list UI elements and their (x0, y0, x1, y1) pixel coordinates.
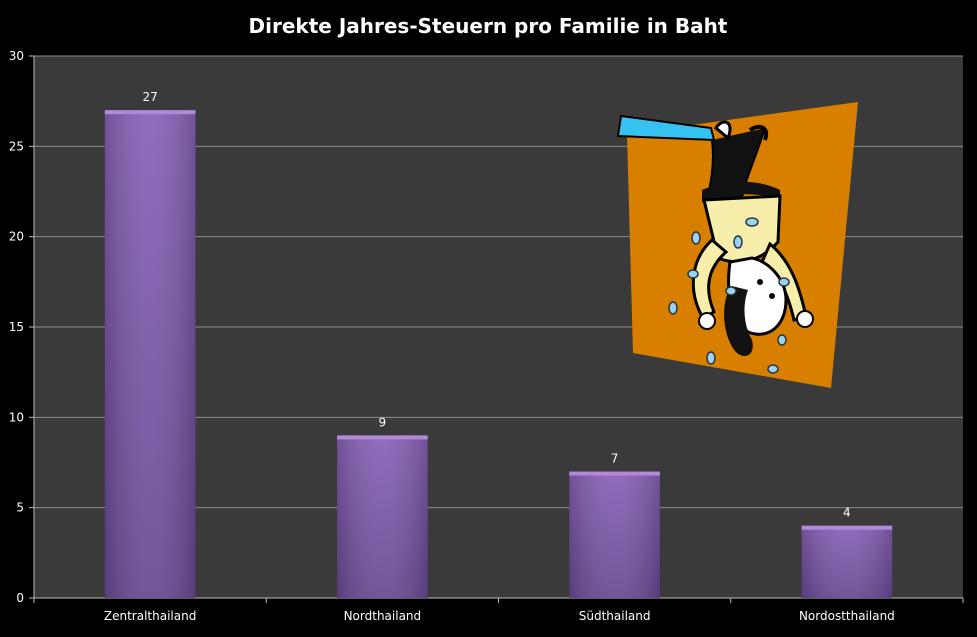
illustration-eye (769, 293, 775, 299)
upside-down-person-losing-coins-icon (616, 102, 858, 388)
bar-shading (104, 110, 196, 598)
bars (104, 110, 893, 598)
x-axis-tick-labels: Zentralthailand Nordthailand Südthailand No… (104, 609, 895, 623)
illustration-belt (702, 181, 780, 202)
coin-icon (691, 231, 701, 245)
y-tick-label: 20 (9, 230, 24, 244)
y-tick-label: 0 (16, 591, 24, 605)
bar-top-cap (104, 110, 196, 115)
x-tick-label: Zentralthailand (104, 609, 196, 623)
chart-title: Direkte Jahres-Steuern pro Familie in Ba… (249, 14, 728, 38)
y-tick-label: 15 (9, 320, 24, 334)
coin-icon (777, 334, 787, 346)
illustration-left-hand (698, 312, 716, 330)
coin-icon (745, 217, 759, 227)
coin-icon (706, 351, 716, 365)
bar-shading (569, 471, 660, 598)
bar-top-cap (801, 525, 893, 530)
x-tick-label: Nordostthailand (799, 609, 895, 623)
coin-icon (687, 269, 699, 279)
coin-icon (725, 286, 737, 296)
y-tick-label: 5 (16, 501, 24, 515)
illustration-hand (714, 120, 732, 141)
coin-icon (668, 301, 678, 315)
bar-top-cap (569, 471, 660, 476)
data-label: 7 (611, 452, 619, 466)
illustration-eye (757, 279, 763, 285)
y-tick-label: 30 (9, 49, 24, 63)
x-tick-label: Nordthailand (344, 609, 422, 623)
illustration-right-hand (796, 310, 814, 328)
coin-icon (767, 364, 779, 374)
data-label: 27 (142, 90, 157, 104)
falling-coins (668, 217, 790, 374)
illustration-foot (748, 124, 769, 141)
bar-shading (801, 525, 893, 598)
data-labels: 27 9 7 4 (142, 90, 850, 520)
coin-icon (778, 277, 790, 287)
coin-icon (733, 235, 743, 249)
y-tick-label: 25 (9, 139, 24, 153)
y-axis-tick-labels: 0 5 10 15 20 25 30 (9, 49, 24, 605)
data-label: 9 (379, 415, 387, 429)
x-tick-label: Südthailand (579, 609, 651, 623)
y-tick-label: 10 (9, 410, 24, 424)
bar-top-cap (337, 435, 428, 440)
bar-shading (337, 435, 428, 598)
illustration-hair (724, 286, 753, 356)
data-label: 4 (843, 506, 851, 520)
